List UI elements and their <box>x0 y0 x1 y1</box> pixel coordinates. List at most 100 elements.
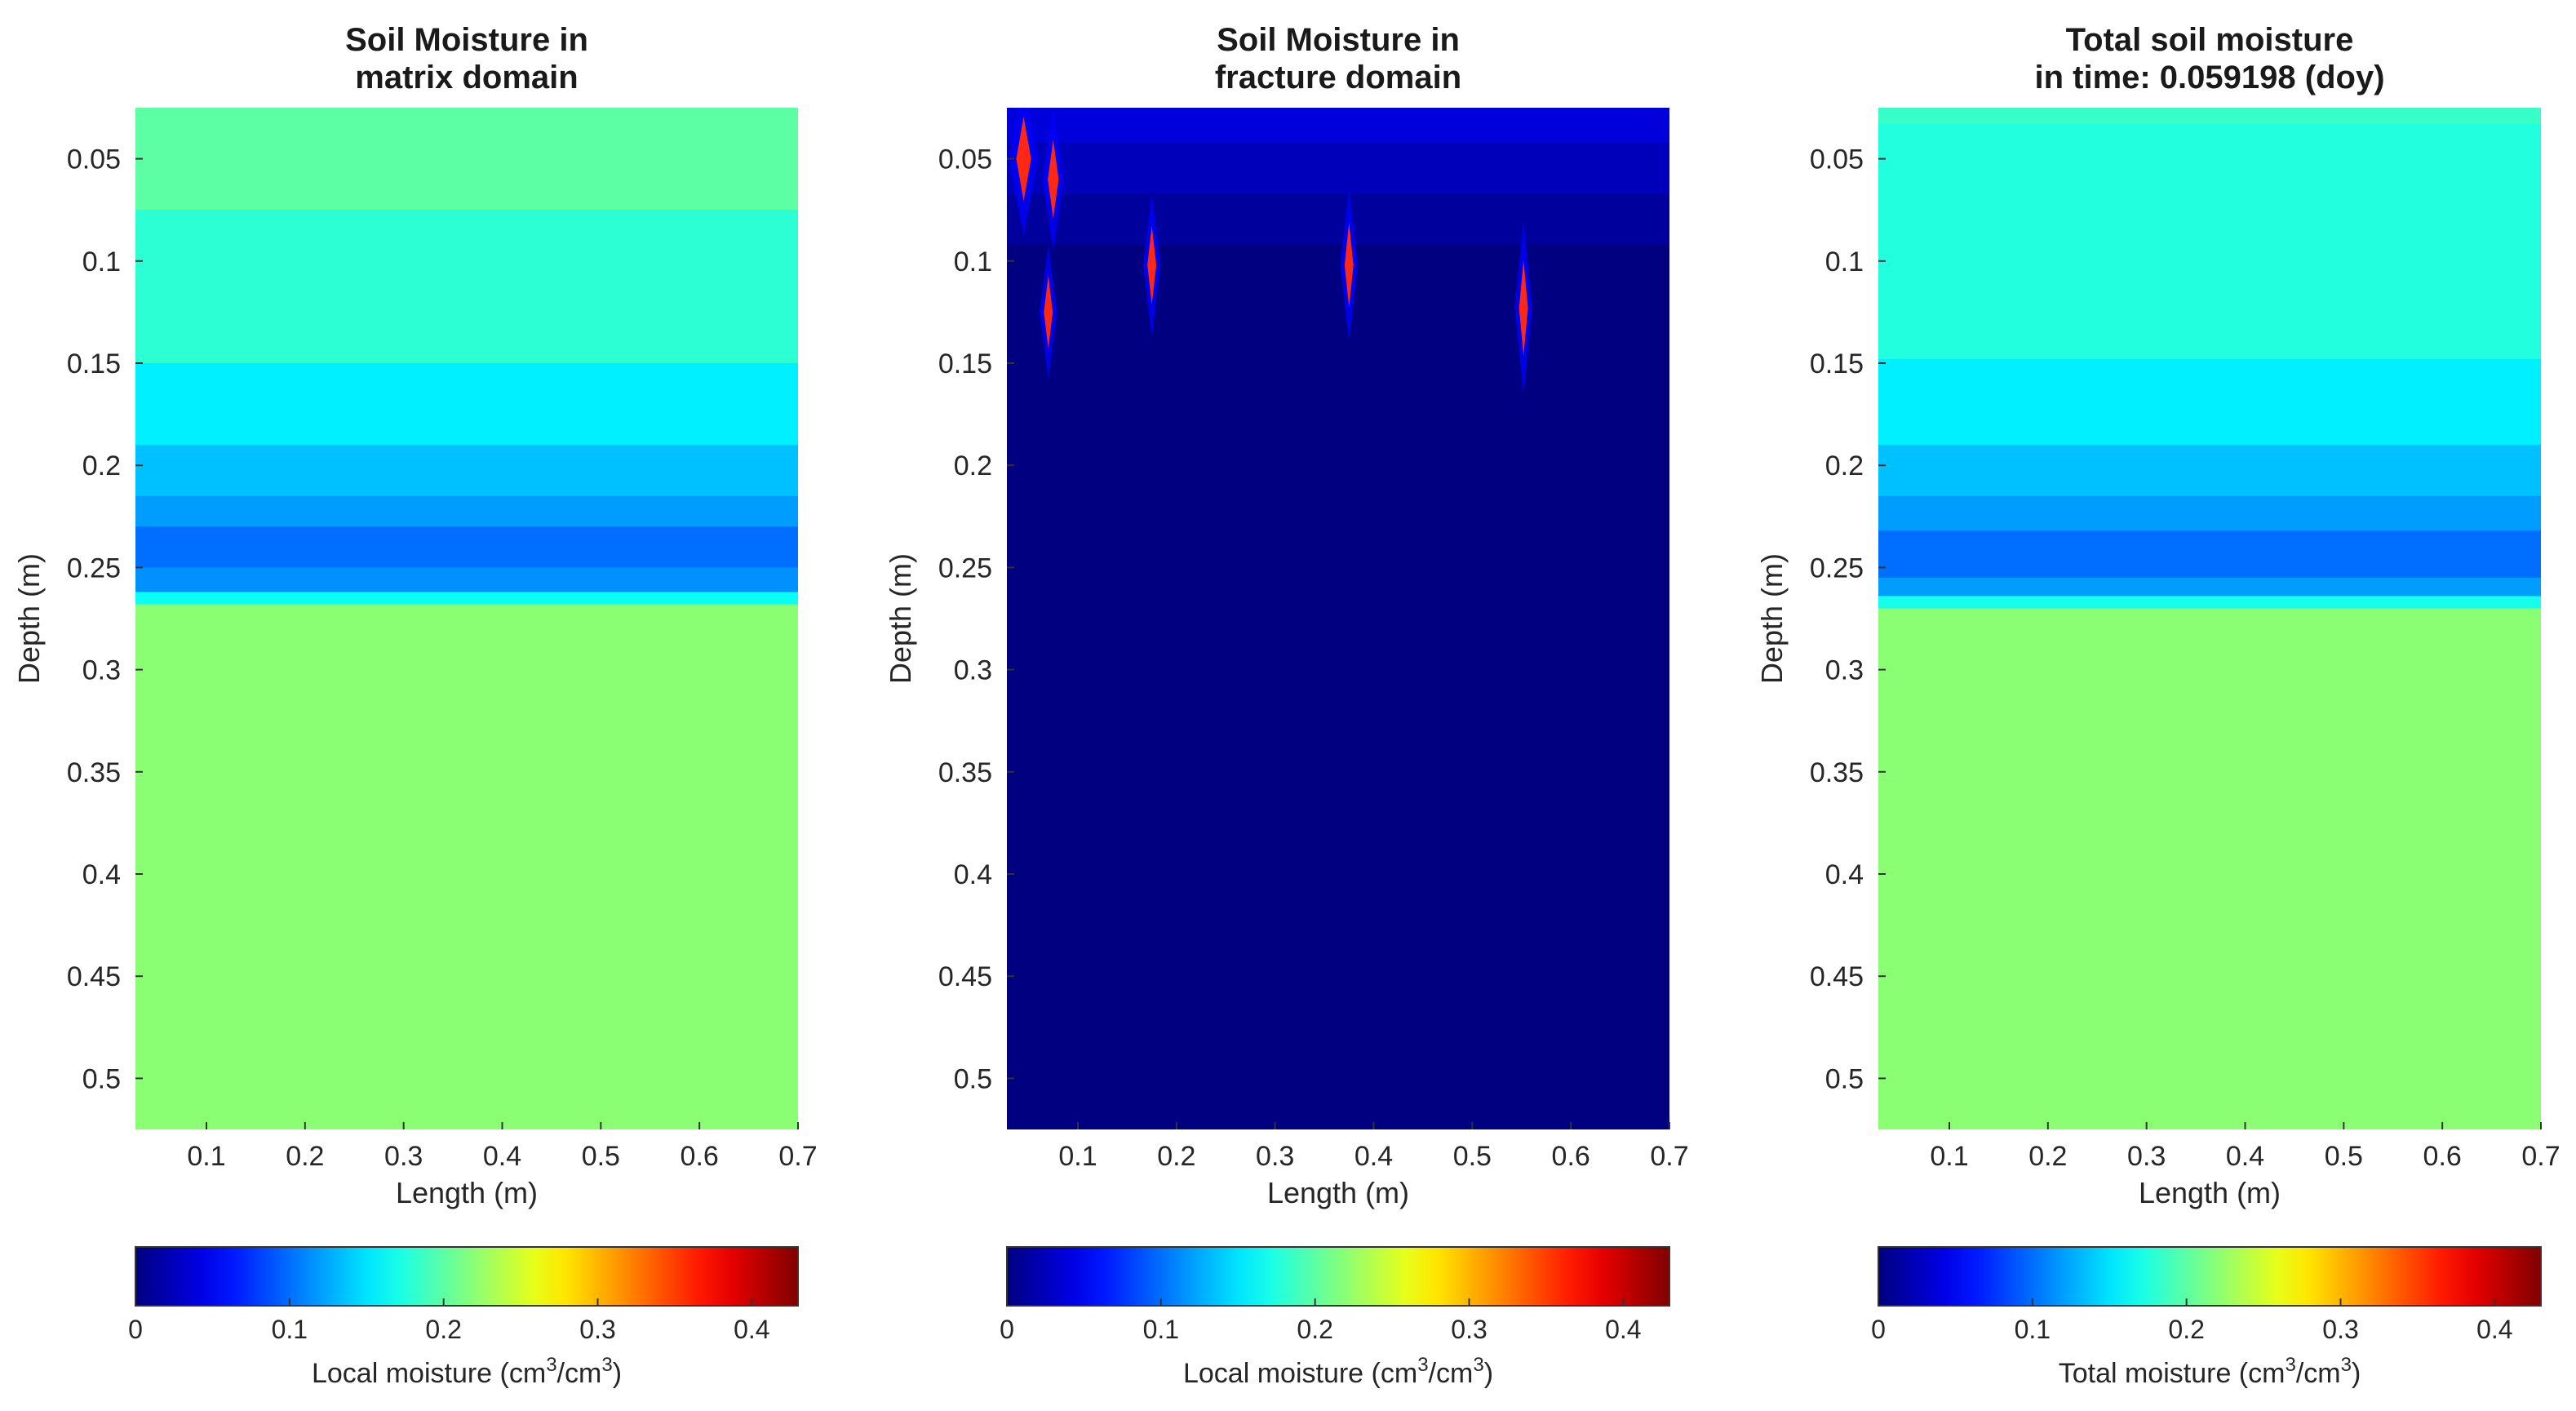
y-tick-label: 0.25 <box>938 552 992 583</box>
x-tick-label: 0.5 <box>1453 1141 1492 1172</box>
colorbar-tick-label: 0.4 <box>734 1315 769 1344</box>
x-tick-label: 0.7 <box>2521 1141 2560 1172</box>
y-tick-label: 0.15 <box>938 348 992 379</box>
moisture-spot-core <box>1048 140 1059 219</box>
x-tick-label: 0.3 <box>2127 1141 2166 1172</box>
x-tick-label: 0.3 <box>1256 1141 1294 1172</box>
y-tick-label: 0.05 <box>67 144 121 175</box>
moisture-layer <box>1878 445 2541 497</box>
moisture-layer <box>135 495 798 527</box>
x-tick-label: 0.5 <box>2325 1141 2363 1172</box>
colorbar-label: Local moisture (cm3/cm3) <box>1183 1354 1493 1389</box>
colorbar-label: Total moisture (cm3/cm3) <box>2059 1354 2361 1389</box>
moisture-layer <box>1007 108 1669 144</box>
y-tick-label: 0.15 <box>1810 348 1864 379</box>
x-tick-label: 0.1 <box>1930 1141 1968 1172</box>
y-tick-label: 0.2 <box>954 450 992 481</box>
y-tick-label: 0.4 <box>954 859 992 890</box>
moisture-layer <box>1878 495 2541 531</box>
x-tick-label: 0.1 <box>187 1141 225 1172</box>
x-tick-label: 0.3 <box>384 1141 423 1172</box>
moisture-spot-core <box>1016 116 1031 202</box>
colorbar-tick-label: 0.2 <box>425 1315 461 1344</box>
chart-title-line: Soil Moisture in <box>1217 22 1460 58</box>
moisture-layer <box>135 445 798 497</box>
y-tick-label: 0.15 <box>67 348 121 379</box>
moisture-layer <box>1007 244 1669 1129</box>
colorbar-tick-label: 0.4 <box>1605 1315 1641 1344</box>
y-tick-label: 0.1 <box>1825 246 1864 277</box>
colorbar-label: Local moisture (cm3/cm3) <box>312 1354 622 1389</box>
y-tick-label: 0.4 <box>82 859 121 890</box>
x-tick-label: 0.6 <box>681 1141 719 1172</box>
y-tick-label: 0.45 <box>1810 961 1864 992</box>
colorbar-tick-label: 0.3 <box>2322 1315 2358 1344</box>
moisture-layer <box>135 363 798 446</box>
moisture-layer <box>135 604 798 1129</box>
x-axis-label: Length (m) <box>396 1176 538 1209</box>
colorbar-tick-label: 0.2 <box>1297 1315 1332 1344</box>
x-tick-label: 0.7 <box>1650 1141 1688 1172</box>
moisture-spot-core <box>1344 223 1354 308</box>
y-axis-label: Depth (m) <box>884 553 917 684</box>
colorbar-tick-label: 0.1 <box>2015 1315 2051 1344</box>
chart-title-line: in time: 0.059198 (doy) <box>2034 60 2384 95</box>
moisture-spot-core <box>1147 225 1157 305</box>
x-tick-label: 0.7 <box>778 1141 817 1172</box>
moisture-layer <box>1878 596 2541 609</box>
moisture-layer <box>1007 193 1669 246</box>
moisture-layer <box>1878 577 2541 597</box>
moisture-layer <box>135 108 798 211</box>
y-tick-label: 0.3 <box>82 655 121 686</box>
colorbar <box>1878 1246 2542 1307</box>
colorbar-tick-label: 0.1 <box>1143 1315 1179 1344</box>
y-tick-label: 0.35 <box>67 757 121 788</box>
moisture-layer <box>1878 124 2541 360</box>
moisture-layer <box>135 526 798 568</box>
moisture-layer <box>1007 142 1669 194</box>
y-tick-label: 0.5 <box>1825 1063 1864 1094</box>
plot-area <box>1007 108 1669 1129</box>
x-tick-label: 0.4 <box>483 1141 521 1172</box>
moisture-layer <box>135 592 798 605</box>
chart-title-line: fracture domain <box>1215 60 1461 95</box>
y-tick-label: 0.5 <box>82 1063 121 1094</box>
colorbar-tick-label: 0.2 <box>2168 1315 2204 1344</box>
y-tick-label: 0.3 <box>1825 655 1864 686</box>
y-axis-label: Depth (m) <box>1755 553 1789 684</box>
y-tick-label: 0.25 <box>67 552 121 583</box>
x-axis-label: Length (m) <box>1267 1176 1409 1209</box>
moisture-layer <box>135 567 798 592</box>
colorbar <box>135 1246 799 1307</box>
x-tick-label: 0.6 <box>2423 1141 2462 1172</box>
moisture-layer <box>1878 358 2541 446</box>
moisture-spot-core <box>1044 275 1053 349</box>
colorbar-tick-label: 0 <box>1871 1315 1886 1344</box>
y-axis-label: Depth (m) <box>12 553 46 684</box>
y-tick-label: 0.05 <box>1810 144 1864 175</box>
y-tick-label: 0.1 <box>82 246 121 277</box>
colorbar <box>1006 1246 1670 1307</box>
y-tick-label: 0.05 <box>938 144 992 175</box>
x-tick-label: 0.2 <box>2028 1141 2067 1172</box>
colorbar-tick-label: 0.1 <box>272 1315 308 1344</box>
x-tick-label: 0.4 <box>2226 1141 2264 1172</box>
y-tick-label: 0.45 <box>938 961 992 992</box>
x-tick-label: 0.1 <box>1058 1141 1097 1172</box>
x-tick-label: 0.2 <box>1157 1141 1195 1172</box>
y-tick-label: 0.3 <box>954 655 992 686</box>
colorbar-tick-label: 0.4 <box>2476 1315 2512 1344</box>
y-tick-label: 0.2 <box>1825 450 1864 481</box>
x-tick-label: 0.6 <box>1552 1141 1590 1172</box>
colorbar-tick-label: 0 <box>128 1315 143 1344</box>
colorbar-tick-label: 0.3 <box>579 1315 615 1344</box>
y-tick-label: 0.35 <box>1810 757 1864 788</box>
moisture-layer <box>1878 108 2541 125</box>
moisture-layer <box>1878 530 2541 579</box>
moisture-spot-core <box>1519 260 1528 356</box>
plot-area <box>135 108 798 1129</box>
